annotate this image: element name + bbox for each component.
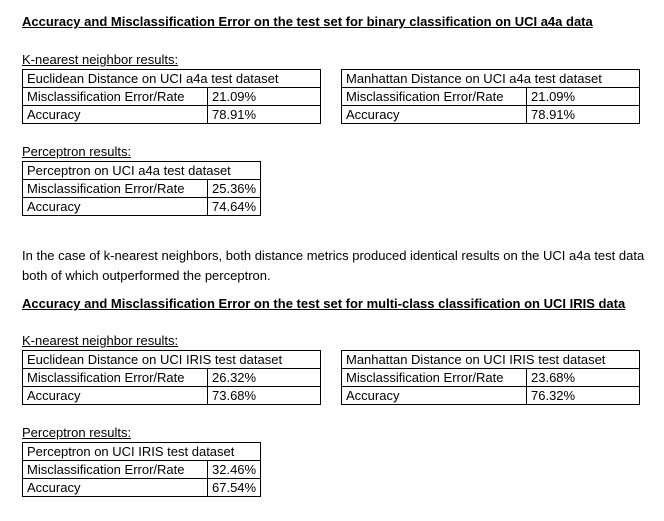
table-row: Misclassification Error/Rate 23.68% [341, 368, 640, 387]
table-cell-label: Accuracy [22, 478, 208, 497]
table-title-cell: Perceptron on UCI IRIS test dataset [21, 442, 262, 461]
table-row: Manhattan Distance on UCI IRIS test data… [341, 350, 640, 369]
table-cell-value: 67.54% [206, 478, 262, 497]
table-cell-label: Accuracy [22, 197, 208, 216]
table-row: Misclassification Error/Rate 26.32% [22, 368, 321, 387]
table-cell-value: 78.91% [207, 105, 321, 124]
table-row: Accuracy 76.32% [341, 386, 640, 405]
multiclass-perceptron-table: Perceptron on UCI IRIS test dataset Misc… [21, 442, 262, 497]
table-cell-label: Accuracy [22, 386, 208, 405]
table-row: Misclassification Error/Rate 21.09% [341, 87, 640, 106]
multiclass-perceptron-label: Perceptron results: [22, 425, 132, 440]
table-cell-value: 76.32% [526, 386, 640, 405]
summary-paragraph: In the case of k-nearest neighbors, both… [22, 248, 645, 283]
table-row: Perceptron on UCI IRIS test dataset [21, 442, 262, 461]
binary-heading: Accuracy and Misclassification Error on … [22, 14, 593, 29]
table-cell-label: Misclassification Error/Rate [22, 460, 208, 479]
table-row: Misclassification Error/Rate 25.36% [22, 179, 262, 198]
table-cell-value: 21.09% [526, 87, 640, 106]
table-cell-value: 26.32% [207, 368, 321, 387]
table-cell-value: 23.68% [526, 368, 640, 387]
table-title-cell: Perceptron on UCI a4a test dataset [21, 161, 262, 180]
binary-euclidean-table: Euclidean Distance on UCI a4a test datas… [22, 69, 321, 124]
binary-knn-label: K-nearest neighbor results: [22, 52, 179, 67]
table-row: Accuracy 67.54% [22, 478, 262, 497]
table-row: Euclidean Distance on UCI IRIS test data… [22, 350, 321, 369]
table-row: Accuracy 74.64% [22, 197, 262, 216]
table-row: Euclidean Distance on UCI a4a test datas… [22, 69, 321, 88]
binary-perceptron-table: Perceptron on UCI a4a test dataset Miscl… [21, 161, 262, 216]
table-cell-value: 78.91% [526, 105, 640, 124]
table-cell-label: Misclassification Error/Rate [22, 368, 208, 387]
table-cell-value: 32.46% [206, 460, 262, 479]
table-row: Misclassification Error/Rate 21.09% [22, 87, 321, 106]
table-cell-value: 21.09% [207, 87, 321, 106]
multiclass-euclidean-table: Euclidean Distance on UCI IRIS test data… [22, 350, 321, 405]
multiclass-knn-label: K-nearest neighbor results: [22, 333, 179, 348]
table-title-cell: Euclidean Distance on UCI a4a test datas… [22, 69, 321, 88]
table-cell-label: Misclassification Error/Rate [341, 368, 527, 387]
table-cell-label: Misclassification Error/Rate [22, 87, 208, 106]
multiclass-heading: Accuracy and Misclassification Error on … [22, 296, 626, 311]
binary-perceptron-label: Perceptron results: [22, 144, 132, 159]
table-cell-label: Accuracy [341, 105, 527, 124]
table-cell-value: 73.68% [207, 386, 321, 405]
table-cell-label: Accuracy [22, 105, 208, 124]
multiclass-manhattan-table: Manhattan Distance on UCI IRIS test data… [341, 350, 640, 405]
table-row: Accuracy 78.91% [341, 105, 640, 124]
table-row: Perceptron on UCI a4a test dataset [21, 161, 262, 180]
table-cell-value: 25.36% [206, 179, 262, 198]
binary-manhattan-table: Manhattan Distance on UCI a4a test datas… [341, 69, 640, 124]
table-cell-label: Accuracy [341, 386, 527, 405]
table-cell-value: 74.64% [206, 197, 262, 216]
table-row: Accuracy 73.68% [22, 386, 321, 405]
table-cell-label: Misclassification Error/Rate [341, 87, 527, 106]
table-title-cell: Manhattan Distance on UCI IRIS test data… [341, 350, 640, 369]
table-row: Manhattan Distance on UCI a4a test datas… [341, 69, 640, 88]
table-title-cell: Euclidean Distance on UCI IRIS test data… [22, 350, 321, 369]
table-row: Accuracy 78.91% [22, 105, 321, 124]
table-title-cell: Manhattan Distance on UCI a4a test datas… [341, 69, 640, 88]
table-cell-label: Misclassification Error/Rate [22, 179, 208, 198]
table-row: Misclassification Error/Rate 32.46% [22, 460, 262, 479]
